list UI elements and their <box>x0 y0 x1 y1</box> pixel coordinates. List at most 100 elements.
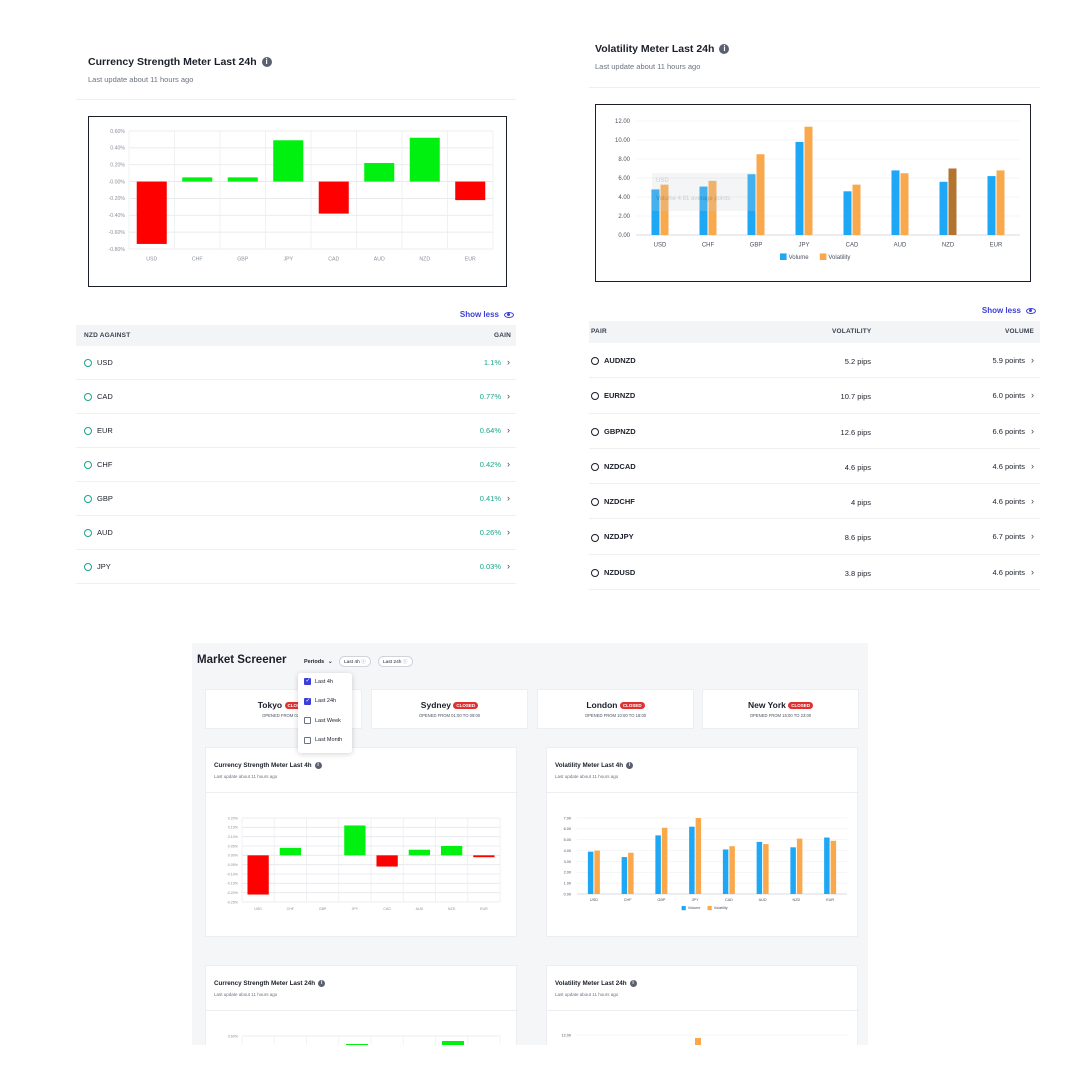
bar-jpy-volatility[interactable] <box>695 818 702 894</box>
bar-cad[interactable] <box>376 855 398 867</box>
bar-gbp[interactable] <box>227 177 258 182</box>
close-icon[interactable]: ⓧ <box>402 660 408 665</box>
bar-usd[interactable] <box>247 855 269 895</box>
bar-aud[interactable] <box>408 849 431 856</box>
show-less-button[interactable]: Show less <box>440 310 514 319</box>
bar-gbp-volume[interactable] <box>655 835 661 894</box>
bar-usd-volume[interactable] <box>651 189 660 235</box>
table-row[interactable]: AUD 0.26% › <box>76 516 516 550</box>
table-row[interactable]: NZDCHF 4 pips 4.6 points › <box>589 484 1040 520</box>
bar-nzd-volatility[interactable] <box>796 838 803 894</box>
checkbox-icon[interactable]: ✓ <box>304 678 311 685</box>
legend-label[interactable]: Volatility <box>714 906 728 910</box>
chevron-right-icon[interactable]: › <box>1031 425 1034 436</box>
menu-item-last-week[interactable]: Last Week <box>304 717 341 724</box>
bar-nzd-volume[interactable] <box>790 847 796 894</box>
bar-usd-volume[interactable] <box>587 851 594 894</box>
bar-nzd[interactable] <box>440 846 463 856</box>
bar-usd[interactable] <box>136 181 167 244</box>
checkbox-icon[interactable] <box>304 736 311 744</box>
bar-eur-volatility[interactable] <box>830 840 837 894</box>
periods-dropdown[interactable]: Periods ⌄ <box>304 658 333 665</box>
table-row[interactable]: GBP 0.41% › <box>76 482 516 516</box>
bar-cad-volatility[interactable] <box>729 846 735 894</box>
table-row[interactable]: CAD 0.77% › <box>76 380 516 414</box>
bar-chf-volume[interactable] <box>699 186 708 235</box>
bar-gbp-volume[interactable] <box>747 174 756 235</box>
table-row[interactable]: USD 1.1% › <box>76 346 516 380</box>
chevron-right-icon[interactable]: › <box>507 391 510 401</box>
chevron-right-icon[interactable]: › <box>1031 531 1034 542</box>
table-row[interactable]: CHF 0.42% › <box>76 448 516 482</box>
bar-eur-volume[interactable] <box>987 176 996 235</box>
info-icon[interactable]: i <box>318 980 326 987</box>
chevron-right-icon[interactable]: › <box>507 527 510 537</box>
bar-nzd-volume[interactable] <box>939 181 948 235</box>
bar-gbp-volatility[interactable] <box>756 154 765 235</box>
table-row[interactable]: NZDCAD 4.6 pips 4.6 points › <box>589 449 1040 485</box>
chevron-right-icon[interactable]: › <box>507 357 510 367</box>
bar-jpy-volatility[interactable] <box>695 1038 701 1045</box>
checkbox-icon[interactable] <box>304 717 311 724</box>
table-row[interactable]: EUR 0.64% › <box>76 414 516 448</box>
bar-jpy[interactable] <box>273 140 304 182</box>
menu-item-last-24h[interactable]: ✓ Last 24h <box>304 697 336 705</box>
chevron-right-icon[interactable]: › <box>1031 390 1034 401</box>
menu-item-last-month[interactable]: Last Month <box>304 736 342 744</box>
chevron-right-icon[interactable]: › <box>1031 496 1034 507</box>
bar-jpy[interactable] <box>344 825 366 856</box>
bar-aud-volatility[interactable] <box>763 844 769 894</box>
bar-nzd[interactable] <box>409 137 440 182</box>
legend-label[interactable]: Volume <box>688 906 701 910</box>
bar-cad-volume[interactable] <box>722 849 729 894</box>
bar-aud-volume[interactable] <box>891 170 900 235</box>
bar-cad-volatility[interactable] <box>852 184 861 235</box>
show-less-button[interactable]: Show less <box>960 306 1036 315</box>
info-icon[interactable]: i <box>626 762 634 769</box>
table-row[interactable]: NZDUSD 3.8 pips 4.6 points › <box>589 555 1040 591</box>
info-icon[interactable]: i <box>719 44 730 55</box>
menu-item-last-4h[interactable]: ✓ Last 4h <box>304 678 333 685</box>
bar-gbp-volatility[interactable] <box>661 827 668 894</box>
table-row[interactable]: AUDNZD 5.2 pips 5.9 points › <box>589 343 1040 379</box>
bar-jpy-volume[interactable] <box>689 826 695 894</box>
bar-nzd-volatility[interactable] <box>948 168 957 236</box>
bar-eur[interactable] <box>473 855 495 858</box>
bar-cad[interactable] <box>318 181 349 214</box>
bar-chf-volatility[interactable] <box>708 180 717 235</box>
bar-cad-volume[interactable] <box>843 191 852 235</box>
chevron-right-icon[interactable]: › <box>507 493 510 503</box>
bar-chf[interactable] <box>279 847 302 856</box>
legend-label[interactable]: Volatility <box>828 255 850 261</box>
filter-pill-last-24h[interactable]: Last 24h ⓧ <box>378 656 413 667</box>
chevron-right-icon[interactable]: › <box>1031 355 1034 365</box>
info-icon[interactable]: i <box>314 762 322 769</box>
table-row[interactable]: NZDJPY 8.6 pips 6.7 points › <box>589 519 1040 555</box>
bar-jpy-volatility[interactable] <box>804 126 813 235</box>
bar-aud[interactable] <box>364 163 395 182</box>
info-icon[interactable]: i <box>629 980 637 987</box>
chevron-right-icon[interactable]: › <box>1031 460 1034 471</box>
filter-pill-last-4h[interactable]: Last 4h ⓧ <box>339 656 371 667</box>
bar-usd-volatility[interactable] <box>594 850 600 894</box>
bar-eur-volatility[interactable] <box>996 170 1005 235</box>
bar-aud-volatility[interactable] <box>900 173 909 235</box>
table-row[interactable]: GBPNZD 12.6 pips 6.6 points › <box>589 414 1040 449</box>
close-icon[interactable]: ⓧ <box>361 660 366 665</box>
table-row[interactable]: JPY 0.03% › <box>76 550 516 584</box>
bar-usd-volatility[interactable] <box>660 184 669 235</box>
bar-chf[interactable] <box>182 177 213 182</box>
chevron-right-icon[interactable]: › <box>507 459 510 469</box>
bar-nzd[interactable] <box>442 1041 464 1045</box>
chevron-right-icon[interactable]: › <box>1031 566 1034 577</box>
bar-chf-volatility[interactable] <box>628 852 634 894</box>
bar-jpy-volume[interactable] <box>795 141 804 235</box>
legend-label[interactable]: Volume <box>789 255 810 261</box>
checkbox-icon[interactable]: ✓ <box>304 697 311 705</box>
bar-eur-volume[interactable] <box>824 837 830 894</box>
bar-chf-volume[interactable] <box>621 857 628 894</box>
table-row[interactable]: EURNZD 10.7 pips 6.0 points › <box>589 378 1040 414</box>
bar-jpy[interactable] <box>346 1044 368 1045</box>
chevron-right-icon[interactable]: › <box>507 425 510 435</box>
bar-aud-volume[interactable] <box>756 841 763 894</box>
